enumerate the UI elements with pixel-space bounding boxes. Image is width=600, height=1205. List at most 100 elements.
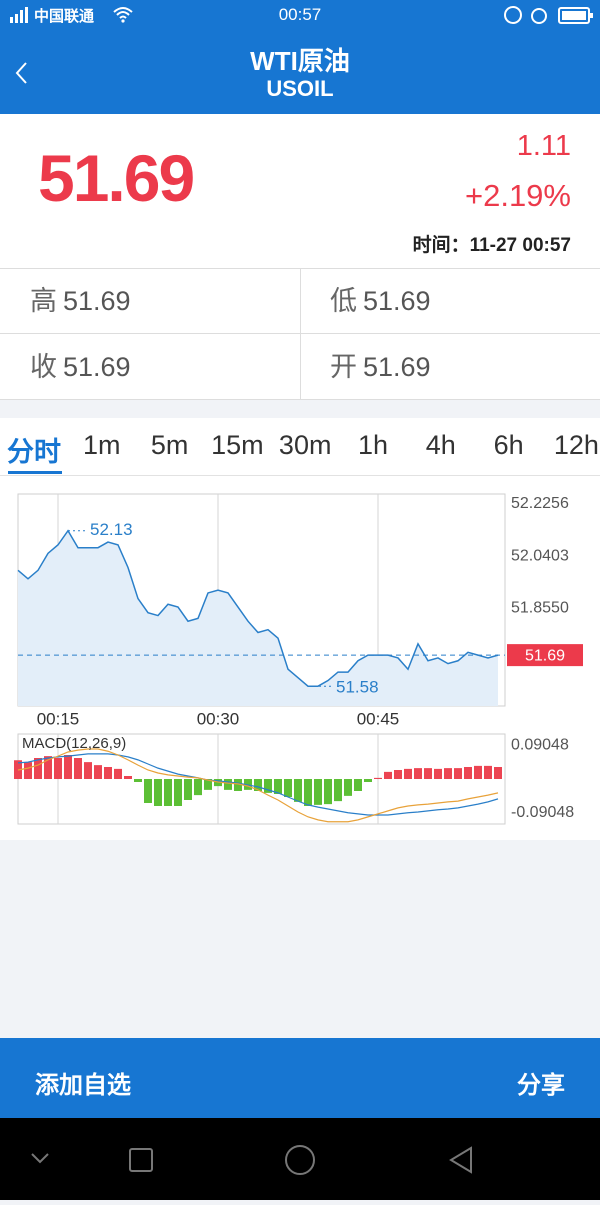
histogram-bar <box>44 756 52 779</box>
x-tick-label: 00:45 <box>357 709 400 728</box>
histogram-bar <box>314 779 322 805</box>
x-tick-label: 00:15 <box>37 709 80 728</box>
subtitle: USOIL <box>266 76 334 101</box>
histogram-bar <box>424 768 432 779</box>
quote-panel: 51.69 1.11 +2.19% 时间：11-27 00:57 <box>0 114 600 269</box>
share-button[interactable]: 分享 <box>517 1072 565 1099</box>
time-value: 11-27 00:57 <box>469 235 571 256</box>
nav-icons <box>31 1145 472 1175</box>
period-tab[interactable]: 1h <box>357 430 389 460</box>
stat-label: 低 <box>330 286 357 316</box>
wifi-icon <box>113 7 133 23</box>
histogram-bar <box>104 767 112 779</box>
stat-cell: 高 51.69 <box>0 269 300 334</box>
histogram-bar <box>64 755 72 779</box>
histogram-bar <box>394 770 402 779</box>
histogram-bar <box>374 777 382 779</box>
period-tab[interactable]: 15m <box>211 430 264 460</box>
histogram-bar <box>474 765 482 779</box>
histogram-bar <box>364 779 372 782</box>
histogram-bar <box>94 765 102 779</box>
period-tab[interactable]: 4h <box>425 430 456 460</box>
histogram-bar <box>194 779 202 796</box>
status-time: 00:57 <box>278 5 322 24</box>
x-tick-label: 00:30 <box>197 709 240 728</box>
stats-grid: 高 51.69 低 51.69 收 51.69 开 51.69 <box>0 269 600 400</box>
histogram-bar <box>184 779 192 800</box>
change: 1.11 <box>516 130 571 162</box>
y-tick-label: 0.09048 <box>511 736 569 753</box>
price-line <box>17 529 499 687</box>
macd-line <box>17 753 499 816</box>
title: WTI原油 <box>250 46 350 76</box>
area <box>18 530 498 706</box>
high-label: 52.13 <box>90 520 133 539</box>
histogram-bar <box>54 758 62 779</box>
histogram-bar <box>284 779 292 797</box>
nav-home[interactable] <box>285 1145 315 1175</box>
histogram-bar <box>434 768 442 779</box>
histogram-bar <box>224 779 232 790</box>
histogram-bar <box>484 765 492 779</box>
chart-panel: 00:15 00:30 00:45 52.2256 52.0403 51.8550 51.6… <box>0 476 600 840</box>
carrier: 中国联通 <box>34 8 95 25</box>
stat-label: 收 <box>30 352 57 382</box>
histogram-bar <box>454 768 462 779</box>
histogram-bar <box>384 771 392 779</box>
histogram-bar <box>294 779 302 802</box>
histogram-bar <box>144 779 152 803</box>
histogram-bar <box>234 779 242 791</box>
chart: 00:15 00:30 00:45 52.2256 52.0403 51.8550 51.6… <box>14 493 583 825</box>
histogram-bar <box>164 779 172 806</box>
back-button[interactable] <box>12 60 32 86</box>
period-tab[interactable]: 12h <box>553 430 599 460</box>
nav-recent[interactable] <box>129 1148 153 1172</box>
y-tick-label: -0.09048 <box>511 804 574 821</box>
histogram-bar <box>24 762 32 779</box>
nav-down[interactable] <box>31 1153 49 1164</box>
price: 51.69 <box>38 141 195 215</box>
histogram-bar <box>174 779 182 806</box>
histogram-bar <box>464 767 472 779</box>
macd-line <box>17 748 499 823</box>
stat-label: 开 <box>330 352 357 382</box>
histogram-bar <box>404 768 412 779</box>
time-label: 时间： <box>412 235 470 256</box>
quote-time: 时间：11-27 00:57 <box>413 230 571 257</box>
period-tab[interactable]: 分时 <box>7 437 61 467</box>
histogram-bar <box>34 758 42 779</box>
tab-underline <box>8 471 62 474</box>
histogram-bar <box>254 779 262 791</box>
stat-cell: 收 51.69 <box>0 335 300 400</box>
stat-value: 51.69 <box>363 286 431 316</box>
histogram-bar <box>354 779 362 791</box>
histogram-bar <box>444 768 452 779</box>
stat-value: 51.69 <box>363 352 431 382</box>
stat-value: 51.69 <box>63 352 131 382</box>
stat-value: 51.69 <box>63 286 131 316</box>
histogram-bar <box>74 758 82 779</box>
histogram-bar <box>414 768 422 779</box>
period-tab[interactable]: 6h <box>493 430 524 460</box>
y-tick-label: 52.2256 <box>511 495 569 512</box>
signal-icon <box>10 7 28 23</box>
low-label: 51.58 <box>336 678 379 697</box>
histogram-bar <box>124 776 132 779</box>
stat-cell: 开 51.69 <box>300 335 600 400</box>
period-tab[interactable]: 1m <box>83 430 121 460</box>
macd-title: MACD(12,26,9) <box>22 735 126 752</box>
add-watchlist-button[interactable]: 添加自选 <box>35 1072 131 1099</box>
period-tab[interactable]: 5m <box>150 430 189 460</box>
histogram-bar <box>264 779 272 793</box>
histogram-bar <box>494 767 502 779</box>
top-bar: 中国联通 00:57 WTI原油 USOIL <box>0 0 600 114</box>
histogram-bar <box>324 779 332 805</box>
histogram-bar <box>134 779 142 782</box>
histogram-bar <box>304 779 312 806</box>
last-price-box <box>507 644 583 667</box>
histogram-bar <box>84 762 92 779</box>
nav-back[interactable] <box>449 1146 472 1174</box>
period-tab[interactable]: 30m <box>278 430 332 460</box>
period-tabs: 分时 1m 5m 15m 30m 1h 4h 6h 12h <box>0 418 600 476</box>
